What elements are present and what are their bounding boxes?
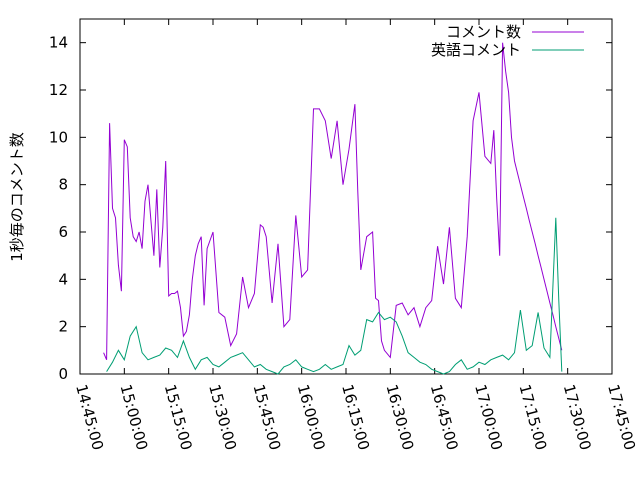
series-layer <box>103 42 563 375</box>
x-tick-label: 15:15:00 <box>161 382 196 452</box>
x-tick-label: 17:00:00 <box>471 382 506 452</box>
x-tick-label: 17:15:00 <box>515 382 550 452</box>
y-tick-label: 2 <box>58 318 68 336</box>
y-tick-label: 6 <box>58 223 68 241</box>
series-line-1 <box>106 217 563 375</box>
y-axis: 0 2 4 6 8 10 12 14 <box>49 34 612 383</box>
x-tick-label: 16:30:00 <box>382 382 417 452</box>
series-line-0 <box>103 42 563 360</box>
y-tick-label: 4 <box>58 270 68 288</box>
x-tick-label: 14:45:00 <box>72 382 107 452</box>
y-tick-label: 0 <box>58 365 68 383</box>
y-tick-label: 8 <box>58 176 68 194</box>
x-tick-label: 17:45:00 <box>604 382 639 452</box>
x-tick-label: 15:00:00 <box>116 382 151 452</box>
legend-label-0: コメント数 <box>446 23 521 41</box>
y-tick-label: 10 <box>49 128 68 146</box>
x-axis: 14:45:00 15:00:00 15:15:00 15:30:00 15:45:00… <box>72 19 639 452</box>
x-tick-label: 17:30:00 <box>560 382 595 452</box>
x-tick-label: 15:30:00 <box>205 382 240 452</box>
x-tick-label: 16:15:00 <box>338 382 373 452</box>
x-tick-label: 16:00:00 <box>294 382 329 452</box>
plot-area-frame <box>79 18 613 375</box>
legend-label-1: 英語コメント <box>431 41 521 59</box>
x-tick-label: 15:45:00 <box>249 382 284 452</box>
x-tick-label: 16:45:00 <box>427 382 462 452</box>
y-tick-label: 14 <box>49 34 68 52</box>
y-axis-label: 1秒毎のコメント数 <box>8 132 26 262</box>
y-tick-label: 12 <box>49 81 68 99</box>
